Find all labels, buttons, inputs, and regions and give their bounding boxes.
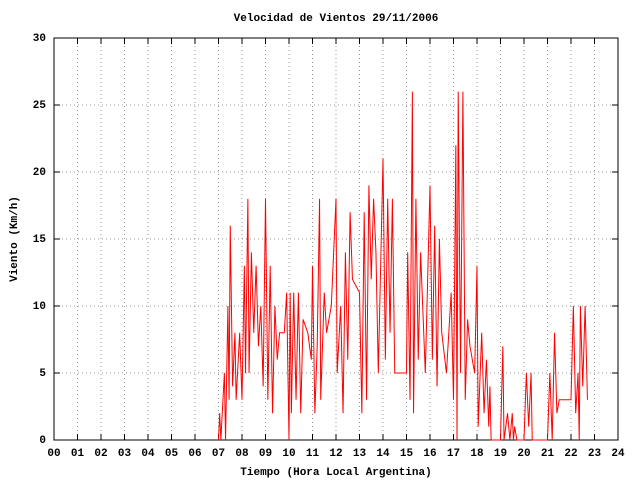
x-tick-label: 24 [611, 448, 625, 460]
x-axis-label: Tiempo (Hora Local Argentina) [240, 467, 431, 479]
x-tick-label: 00 [47, 448, 60, 460]
x-tick-label: 13 [353, 448, 367, 460]
x-tick-label: 08 [235, 448, 249, 460]
y-tick-label: 25 [33, 100, 47, 112]
y-tick-label: 30 [33, 33, 46, 45]
x-tick-label: 20 [517, 448, 530, 460]
y-tick-label: 15 [33, 234, 47, 246]
x-tick-label: 23 [588, 448, 602, 460]
y-tick-label: 0 [39, 435, 46, 447]
x-tick-label: 12 [329, 448, 342, 460]
y-axis-label: Viento (Km/h) [9, 196, 21, 282]
y-tick-label: 5 [39, 368, 46, 380]
x-tick-label: 05 [165, 448, 179, 460]
x-tick-label: 17 [447, 448, 460, 460]
x-tick-label: 01 [71, 448, 85, 460]
x-tick-label: 14 [376, 448, 390, 460]
x-tick-label: 02 [94, 448, 107, 460]
x-tick-label: 21 [541, 448, 555, 460]
x-tick-label: 03 [118, 448, 132, 460]
x-tick-label: 16 [423, 448, 436, 460]
x-tick-label: 10 [282, 448, 295, 460]
x-tick-label: 15 [400, 448, 414, 460]
y-tick-label: 10 [33, 301, 46, 313]
plot-frame [53, 37, 619, 441]
x-tick-label: 22 [564, 448, 577, 460]
x-tick-label: 19 [494, 448, 507, 460]
data-line [218, 91, 588, 441]
y-tick-label: 20 [33, 167, 46, 179]
x-tick-label: 04 [141, 448, 155, 460]
x-tick-label: 11 [306, 448, 320, 460]
x-tick-label: 09 [259, 448, 272, 460]
x-tick-label: 06 [188, 448, 201, 460]
x-tick-label: 07 [212, 448, 225, 460]
x-tick-label: 18 [470, 448, 484, 460]
chart-title: Velocidad de Vientos 29/11/2006 [234, 13, 439, 25]
